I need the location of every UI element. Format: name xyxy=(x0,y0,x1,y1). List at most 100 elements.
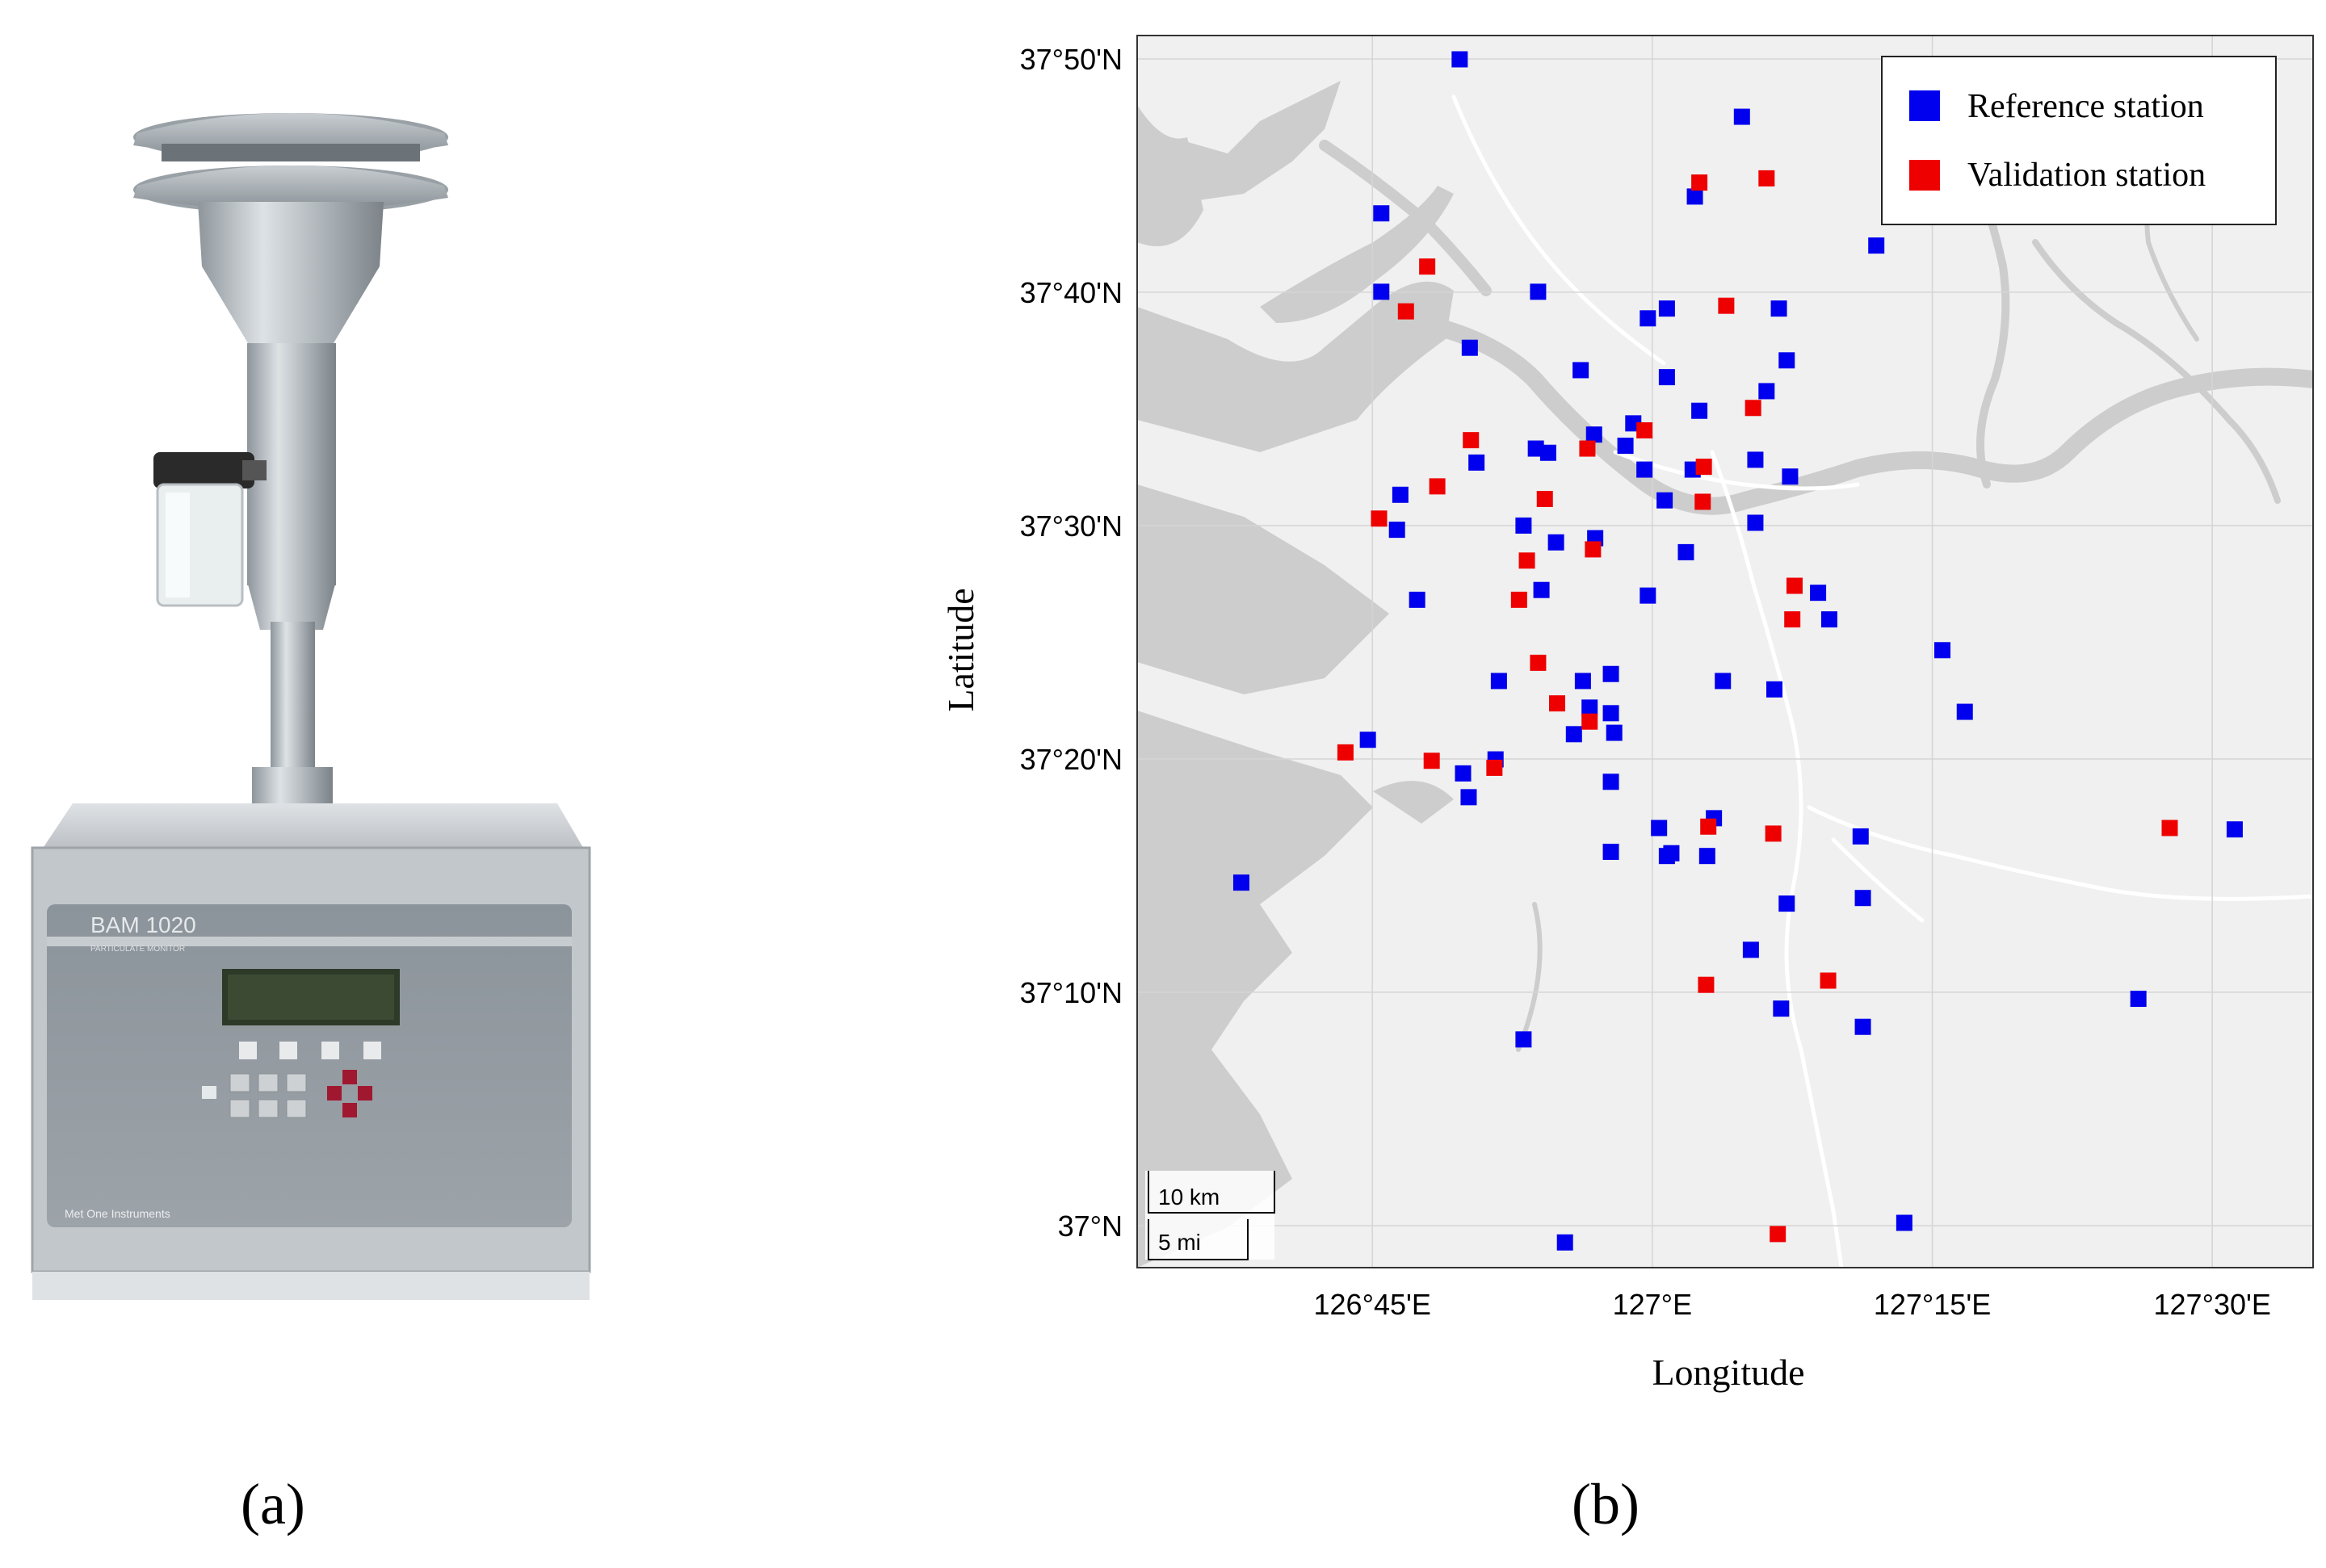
reference-station-marker xyxy=(1640,310,1656,327)
reference-station-marker xyxy=(1934,642,1951,659)
water-trap-jar xyxy=(153,452,267,607)
validation-station-marker xyxy=(1371,510,1388,527)
validation-station-marker xyxy=(1429,478,1446,495)
reference-station-marker xyxy=(1698,848,1715,865)
validation-station-marker xyxy=(1691,174,1708,191)
reference-station-marker xyxy=(1636,461,1653,478)
bam-device-illustration: BAM 1020 PARTICULATE MONITOR Met One Ins… xyxy=(31,113,591,1300)
plot-frame xyxy=(1136,35,2314,1268)
reference-station-marker xyxy=(1574,673,1591,690)
reference-station-marker xyxy=(1460,789,1477,806)
legend-label-validation: Validation station xyxy=(1967,157,2206,194)
map-water xyxy=(1137,81,1454,1268)
validation-station-marker xyxy=(1518,552,1535,569)
reference-station-marker xyxy=(1733,108,1750,125)
reference-station-marker xyxy=(1758,383,1775,400)
inlet-funnel xyxy=(198,202,384,347)
reference-station-marker xyxy=(1547,534,1564,551)
validation-station-marker xyxy=(1744,400,1761,417)
reference-station-marker xyxy=(1388,522,1405,539)
validation-station-marker xyxy=(1536,490,1553,507)
x-tick-label: 127°15'E xyxy=(1874,1288,1991,1321)
monitor-box: BAM 1020 PARTICULATE MONITOR Met One Ins… xyxy=(31,803,591,1300)
validation-station-marker xyxy=(1698,976,1715,993)
panel-label-b: (b) xyxy=(1572,1472,1640,1537)
reference-station-marker xyxy=(1766,681,1783,698)
reference-station-marker xyxy=(1468,454,1485,471)
reference-station-marker xyxy=(1515,1031,1532,1048)
scale-bar-mi: 5 mi xyxy=(1158,1230,1201,1255)
reference-station-marker xyxy=(1896,1214,1912,1231)
validation-station-marker xyxy=(1770,1226,1786,1243)
y-tick-labels: 37°N 37°10'N 37°20'N 37°30'N 37°40'N 37°50'N xyxy=(1020,43,1123,1243)
validation-station-marker xyxy=(1758,170,1775,187)
scale-bar-km: 10 km xyxy=(1158,1184,1220,1210)
legend-swatch-reference xyxy=(1909,90,1940,121)
reference-station-marker xyxy=(1409,591,1425,608)
validation-station-marker xyxy=(1765,825,1782,842)
validation-station-marker xyxy=(1463,432,1480,449)
validation-station-marker xyxy=(1486,759,1503,776)
map-roads xyxy=(1451,94,2313,1268)
y-tick-label: 37°N xyxy=(1058,1210,1123,1243)
validation-station-marker xyxy=(1718,297,1735,314)
x-tick-label: 126°45'E xyxy=(1314,1288,1431,1321)
validation-station-marker xyxy=(1695,459,1712,476)
reference-station-marker xyxy=(1602,705,1619,722)
validation-stations xyxy=(1337,170,2178,1243)
validation-station-marker xyxy=(1700,818,1717,835)
reference-station-marker xyxy=(1617,438,1634,455)
x-tick-labels: 126°45'E 127°E 127°15'E 127°30'E xyxy=(1314,1288,2271,1321)
validation-station-marker xyxy=(1786,577,1803,594)
reference-station-marker xyxy=(2130,991,2147,1008)
reference-station-marker xyxy=(1868,237,1885,254)
reference-station-marker xyxy=(1373,205,1390,222)
reference-stations xyxy=(1232,51,2243,1251)
y-tick-label: 37°30'N xyxy=(1020,509,1123,543)
reference-station-marker xyxy=(1359,732,1376,748)
reference-station-marker xyxy=(1565,726,1582,743)
reference-station-marker xyxy=(1854,890,1871,907)
reference-station-marker xyxy=(1515,517,1532,534)
reference-station-marker xyxy=(1539,444,1556,461)
x-tick-label: 127°30'E xyxy=(2154,1288,2271,1321)
reference-station-marker xyxy=(1658,369,1675,386)
reference-station-marker xyxy=(2226,821,2243,838)
reference-station-marker xyxy=(1392,486,1409,503)
legend: Reference station Validation station xyxy=(1881,56,2277,225)
y-tick-label: 37°20'N xyxy=(1020,743,1123,776)
reference-station-marker xyxy=(1572,362,1589,379)
x-axis-label: Longitude xyxy=(1652,1352,1804,1393)
validation-station-marker xyxy=(1423,753,1440,769)
validation-station-marker xyxy=(1337,744,1354,761)
reference-station-marker xyxy=(1533,581,1550,598)
reference-station-marker xyxy=(1656,492,1673,509)
reference-station-marker xyxy=(1640,587,1656,604)
validation-station-marker xyxy=(2161,820,2178,836)
panel-label-a: (a) xyxy=(241,1472,305,1537)
reference-station-marker xyxy=(1747,514,1764,531)
y-tick-label: 37°40'N xyxy=(1020,276,1123,309)
validation-station-marker xyxy=(1820,972,1837,989)
map-gridlines xyxy=(1137,36,2313,1268)
reference-station-marker xyxy=(1602,843,1619,860)
x-tick-label: 127°E xyxy=(1613,1288,1692,1321)
scale-bar: 10 km 5 mi xyxy=(1145,1171,1275,1260)
reference-station-marker xyxy=(1773,1000,1790,1017)
reference-station-marker xyxy=(1770,300,1787,317)
reference-station-marker xyxy=(1715,673,1732,690)
validation-station-marker xyxy=(1581,713,1598,730)
reference-station-marker xyxy=(1778,352,1795,369)
reference-station-marker xyxy=(1854,1018,1871,1035)
legend-label-reference: Reference station xyxy=(1967,88,2204,125)
reference-station-marker xyxy=(1691,402,1708,419)
device-subtitle-text: PARTICULATE MONITOR xyxy=(90,945,185,954)
validation-station-marker xyxy=(1579,440,1596,457)
y-axis-label: Latitude xyxy=(940,588,981,711)
reference-station-marker xyxy=(1602,774,1619,790)
reference-station-marker xyxy=(1585,426,1602,443)
device-model-text: BAM 1020 xyxy=(90,912,196,937)
reference-station-marker xyxy=(1232,874,1249,891)
reference-station-marker xyxy=(1556,1234,1573,1251)
